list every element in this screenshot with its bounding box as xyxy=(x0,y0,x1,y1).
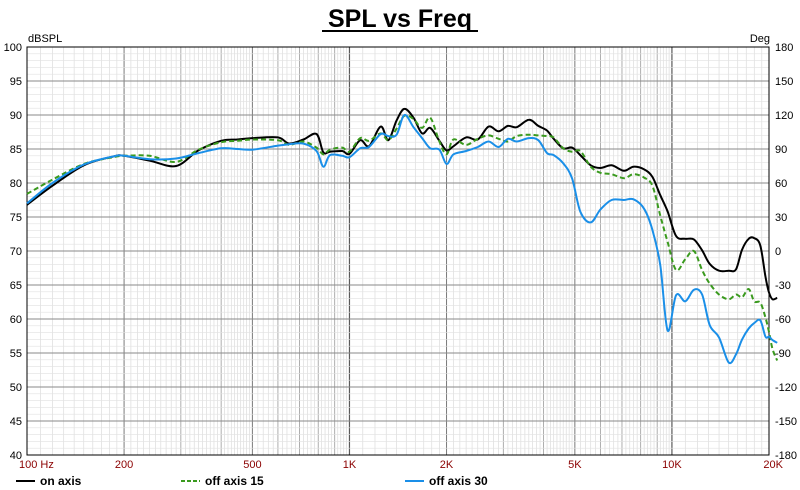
y2-tick-label: 30 xyxy=(775,212,787,224)
x-tick-label: 500 xyxy=(243,459,261,471)
legend-item-off-axis-30: off axis 30 xyxy=(405,474,488,488)
x-tick-label: 200 xyxy=(115,459,133,471)
x-tick-label: 10K xyxy=(662,459,682,471)
series-line-off-axis-15 xyxy=(26,114,779,361)
y-tick-label: 80 xyxy=(10,178,22,190)
y-tick-label: 65 xyxy=(10,280,22,292)
y-tick-label: 90 xyxy=(10,110,22,122)
y2-tick-label: 90 xyxy=(775,144,787,156)
x-tick-label: 100 Hz xyxy=(19,459,54,471)
legend-item-on-axis: on axis xyxy=(16,474,82,488)
legend-item-off-axis-15: off axis 15 xyxy=(181,474,264,488)
y-tick-label: 60 xyxy=(10,314,22,326)
plot-area xyxy=(26,46,770,456)
legend-label-off-axis-30: off axis 30 xyxy=(429,474,488,488)
y-tick-label: 75 xyxy=(10,212,22,224)
y-tick-label: 45 xyxy=(10,416,22,428)
x-tick-label: 1K xyxy=(343,459,357,471)
y-tick-label: 40 xyxy=(10,450,22,462)
y2-tick-label: -60 xyxy=(775,314,791,326)
y-tick-labels: 100 95 90 85 80 75 70 65 60 55 50 45 40 xyxy=(4,42,22,462)
x-tick-label: 2K xyxy=(440,459,454,471)
y-tick-label: 55 xyxy=(10,348,22,360)
y2-tick-label: 60 xyxy=(775,178,787,190)
series-layer xyxy=(26,107,779,365)
y2-tick-labels: 180 150 120 90 60 30 0 -30 -60 -90 -120 -150 -180 xyxy=(775,42,797,462)
y2-axis-label: Deg xyxy=(750,33,770,45)
legend-label-on-axis: on axis xyxy=(40,474,82,488)
y2-tick-label: -90 xyxy=(775,348,791,360)
y2-tick-label: 180 xyxy=(775,42,793,54)
series-line-off-axis-30 xyxy=(26,113,778,365)
x-tick-labels: 100 Hz 200 500 1K 2K 5K 10K 20K xyxy=(19,459,784,471)
y-axis-label: dBSPL xyxy=(28,33,62,45)
chart-title: SPL vs Freq xyxy=(328,5,472,33)
x-tick-label: 20K xyxy=(763,459,783,471)
y-tick-label: 70 xyxy=(10,246,22,258)
y2-tick-label: 0 xyxy=(775,246,781,258)
y2-tick-label: 150 xyxy=(775,76,793,88)
y2-tick-label: -150 xyxy=(775,416,797,428)
y-tick-label: 100 xyxy=(4,42,22,54)
x-tick-label: 5K xyxy=(568,459,582,471)
legend: on axis off axis 15 off axis 30 xyxy=(16,474,488,488)
y2-tick-label: -120 xyxy=(775,382,797,394)
y-tick-label: 50 xyxy=(10,382,22,394)
legend-label-off-axis-15: off axis 15 xyxy=(205,474,264,488)
y2-tick-label: 120 xyxy=(775,110,793,122)
y2-tick-label: -180 xyxy=(775,450,797,462)
y-tick-label: 85 xyxy=(10,144,22,156)
y2-tick-label: -30 xyxy=(775,280,791,292)
series-line-on-axis xyxy=(26,107,778,301)
y-tick-label: 95 xyxy=(10,76,22,88)
